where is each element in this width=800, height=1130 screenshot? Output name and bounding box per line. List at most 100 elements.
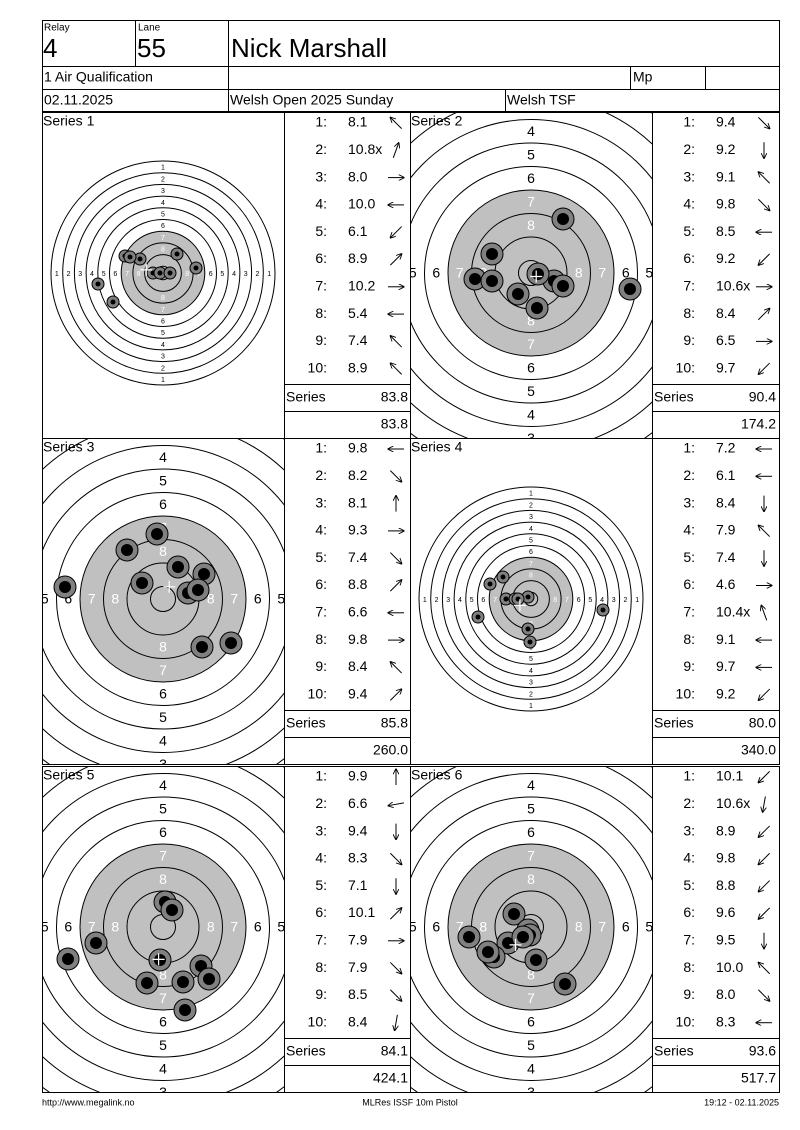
direction-arrow <box>763 796 766 812</box>
ring-label: 8 <box>575 919 583 935</box>
ring <box>424 166 638 380</box>
shot-number: 10: <box>308 685 327 701</box>
series-label: Series <box>654 1043 694 1059</box>
ring-label: 2 <box>529 502 533 509</box>
direction-arrow <box>390 363 403 375</box>
ring-label: 7 <box>527 990 535 1006</box>
shot-core <box>600 607 606 613</box>
ring-label: 1 <box>371 919 379 935</box>
shot-number: 5: <box>315 549 327 565</box>
shot-number: 4: <box>315 522 327 538</box>
ring-label: 4 <box>458 597 462 604</box>
direction-arrow <box>390 662 403 674</box>
ring-label: 7 <box>230 591 238 607</box>
ring-label: 4 <box>527 123 535 139</box>
target-frame <box>42 766 285 1093</box>
shot-score: 10.2 <box>348 278 375 294</box>
ring-label: 4 <box>669 919 677 935</box>
shot-score: 8.8 <box>716 877 736 893</box>
ring-label: 4 <box>161 200 165 207</box>
ring-label: 7 <box>159 847 167 863</box>
ring-label: 6 <box>209 271 213 278</box>
series-total: 84.1 <box>381 1043 408 1059</box>
shot-score: 9.5 <box>716 932 736 948</box>
ring-label: 8 <box>159 638 167 654</box>
direction-arrow <box>758 362 771 374</box>
direction-arrow <box>758 880 771 892</box>
shot-core <box>469 273 481 285</box>
aiming-area <box>80 844 246 1010</box>
ring <box>447 189 615 357</box>
target-frame <box>410 438 653 765</box>
ring-label: 8 <box>137 271 141 278</box>
shot-number: 7: <box>315 604 327 620</box>
shot-score: 10.0 <box>348 196 375 212</box>
shot-score: 8.9 <box>348 359 368 375</box>
ring-label: 7 <box>161 307 165 314</box>
competition: Welsh Open 2025 Sunday <box>230 92 393 108</box>
ring-label: 7 <box>88 919 96 935</box>
shot-number: 2: <box>683 467 695 483</box>
ring <box>144 254 182 292</box>
shot-core <box>482 946 494 958</box>
shot-number: 10: <box>676 359 695 375</box>
ring <box>42 796 284 1058</box>
shot-number: 8: <box>315 631 327 647</box>
ring-label: 3 <box>527 753 535 769</box>
shot-number: 9: <box>315 986 327 1002</box>
ring-label: 5 <box>220 271 224 278</box>
ring-label: 7 <box>598 919 606 935</box>
shot-core <box>95 281 101 287</box>
ring <box>477 545 585 653</box>
ring-label: 6 <box>159 685 167 701</box>
ring <box>120 230 206 316</box>
ring-label: 1 <box>55 271 59 278</box>
shot-number: 7: <box>315 932 327 948</box>
shot-core <box>557 280 569 292</box>
footer-timestamp: 19:12 - 02.11.2025 <box>704 1097 779 1107</box>
ring-label: 3 <box>244 271 248 278</box>
shot-score: 7.4 <box>348 332 368 348</box>
ring-label: 3 <box>159 1084 167 1100</box>
shot-number: 3: <box>683 168 695 184</box>
date: 02.11.2025 <box>44 92 113 108</box>
ring <box>453 521 609 677</box>
target-frame <box>42 438 285 765</box>
shot-core <box>193 265 199 271</box>
shot-score: 9.9 <box>348 768 368 784</box>
ring-label: 6 <box>254 591 262 607</box>
shot-number: 1: <box>683 114 695 130</box>
ring-label: 5 <box>527 146 535 162</box>
shot-core <box>500 574 506 580</box>
shot-score: 9.8 <box>348 631 368 647</box>
ring-label: 3 <box>161 188 165 195</box>
shot-core <box>121 544 133 556</box>
direction-arrow <box>757 308 769 321</box>
direction-arrow <box>389 552 401 564</box>
shot-core <box>502 937 514 949</box>
shot-core <box>530 954 542 966</box>
running-total: 340.0 <box>741 742 776 758</box>
shot-core <box>515 596 521 602</box>
shot-score: 7.9 <box>348 932 368 948</box>
ring-label: 4 <box>90 271 94 278</box>
shot-number: 2: <box>683 795 695 811</box>
ring <box>465 533 597 665</box>
shot-score: 8.0 <box>348 168 368 184</box>
ring-label: 8 <box>553 597 557 604</box>
shot-score: 6.6 <box>348 795 368 811</box>
running-total: 174.2 <box>741 416 776 432</box>
ring <box>62 172 264 374</box>
ring-label: 6 <box>159 1013 167 1029</box>
shot-number: 7: <box>683 932 695 948</box>
shot-core <box>508 908 520 920</box>
shot-score: 8.1 <box>348 494 368 510</box>
shot-score: 9.1 <box>716 168 736 184</box>
ring-label: 4 <box>159 1060 167 1076</box>
shot-core <box>151 528 163 540</box>
ring-label: 5 <box>41 919 49 935</box>
direction-arrow <box>389 580 401 592</box>
event: 1 Air Qualification <box>44 69 153 85</box>
ring-label: 4 <box>529 526 533 533</box>
